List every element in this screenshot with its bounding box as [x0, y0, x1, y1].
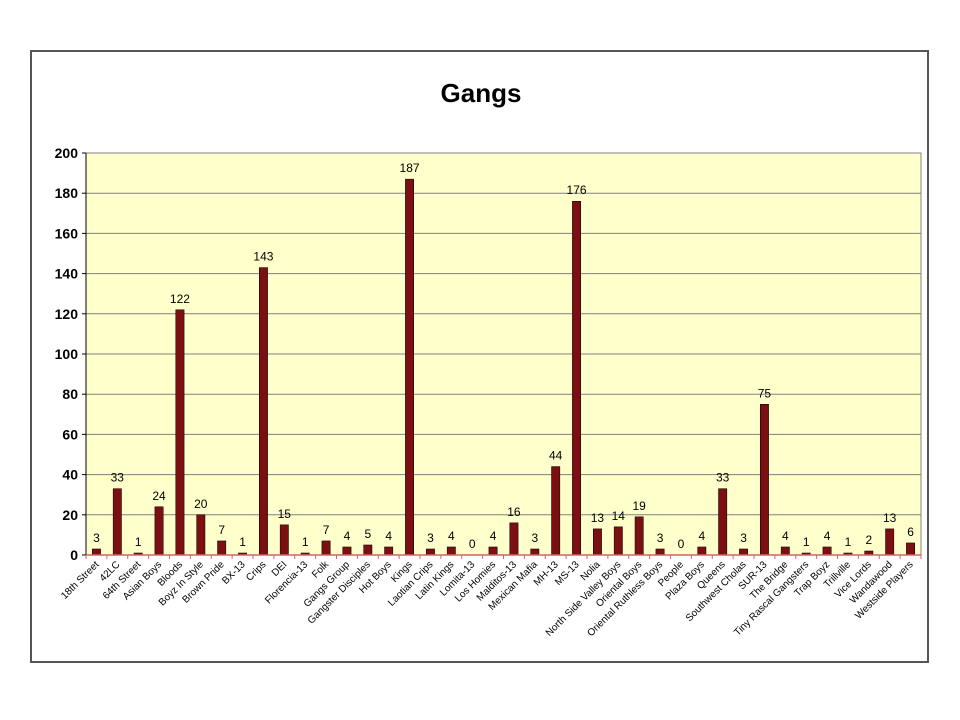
y-tick-label: 100: [55, 346, 79, 362]
y-tick-label: 180: [55, 185, 79, 201]
bar: [217, 540, 227, 556]
data-label: 176: [567, 183, 587, 197]
bar: [906, 542, 915, 556]
data-label: 3: [427, 531, 434, 545]
x-tick-label: 18th Street: [59, 559, 102, 602]
data-label: 2: [865, 533, 872, 547]
bar: [634, 516, 644, 556]
bar: [446, 546, 456, 556]
data-label: 19: [633, 499, 647, 513]
data-label: 3: [93, 531, 100, 545]
y-axis: 0 20 40 60 80 100 120 140 160 180 200: [55, 145, 87, 563]
data-label: 75: [758, 386, 772, 400]
y-tick-label: 120: [55, 306, 79, 322]
data-label: 16: [507, 505, 521, 519]
x-tick-label: BX-13: [220, 559, 248, 587]
x-tick-label: MS-13: [553, 559, 582, 588]
data-label: 4: [385, 529, 392, 543]
data-label: 3: [657, 531, 664, 545]
data-label: 13: [883, 511, 897, 525]
bar: [509, 522, 519, 556]
data-label: 143: [253, 250, 273, 264]
data-label: 3: [740, 531, 747, 545]
data-label: 33: [111, 471, 125, 485]
data-label: 0: [678, 537, 685, 551]
bar: [196, 514, 206, 556]
data-label: 14: [612, 509, 626, 523]
data-label: 4: [782, 529, 789, 543]
bar: [154, 506, 164, 556]
bar: [885, 528, 895, 556]
data-label: 4: [490, 529, 497, 543]
y-tick-label: 20: [62, 507, 78, 523]
bar: [593, 528, 602, 556]
bar: [572, 200, 581, 556]
bar: [530, 548, 540, 556]
data-label: 4: [824, 529, 831, 543]
chart-title: Gangs: [441, 78, 522, 108]
data-label: 5: [364, 527, 371, 541]
data-label: 4: [448, 529, 455, 543]
data-label: 0: [469, 537, 476, 551]
y-tick-label: 80: [62, 386, 78, 402]
bar: [426, 548, 435, 556]
bar: [363, 544, 373, 556]
y-tick-label: 140: [55, 266, 79, 282]
bar: [259, 267, 268, 556]
data-label: 1: [302, 535, 309, 549]
data-label: 13: [591, 511, 605, 525]
data-label: 1: [845, 535, 852, 549]
bar: [342, 546, 352, 556]
data-label: 7: [218, 523, 225, 537]
bar: [551, 466, 561, 556]
bar: [384, 546, 394, 556]
chart-frame: Gangs 3 33 1 24 122 20 7 1 143 15 1 7 4 5 4 187 3 4 0 4 16 3 4…: [30, 50, 929, 663]
data-label: 4: [698, 529, 705, 543]
bar: [697, 546, 707, 556]
bar: [739, 548, 748, 556]
data-label: 1: [239, 535, 246, 549]
data-label: 4: [344, 529, 351, 543]
bar: [488, 546, 498, 556]
y-tick-label: 60: [62, 426, 78, 442]
y-tick-label: 0: [70, 547, 78, 563]
bars: [92, 178, 915, 556]
bar: [760, 404, 769, 556]
x-tick-label: Crips: [244, 559, 268, 583]
bar: [780, 546, 790, 556]
data-label: 1: [135, 535, 142, 549]
data-label: 3: [531, 531, 538, 545]
bar: [112, 488, 122, 556]
bar: [613, 526, 623, 556]
y-tick-label: 40: [62, 467, 78, 483]
data-label: 15: [278, 507, 292, 521]
gridlines: [86, 152, 921, 516]
bar: [279, 524, 289, 556]
bar: [175, 309, 185, 556]
bar: [92, 548, 101, 556]
y-tick-label: 160: [55, 225, 79, 241]
data-label: 6: [907, 525, 914, 539]
data-label: 122: [170, 292, 190, 306]
bar: [718, 488, 728, 556]
data-label: 187: [400, 161, 420, 175]
data-label: 33: [716, 471, 730, 485]
bar: [405, 178, 414, 556]
data-label: 1: [803, 535, 810, 549]
bar: [822, 546, 832, 556]
data-label: 7: [323, 523, 330, 537]
data-label: 24: [152, 489, 166, 503]
bar: [321, 540, 331, 556]
data-label: 44: [549, 449, 563, 463]
bar: [655, 548, 665, 556]
data-label: 20: [194, 497, 208, 511]
y-tick-label: 200: [55, 145, 79, 161]
